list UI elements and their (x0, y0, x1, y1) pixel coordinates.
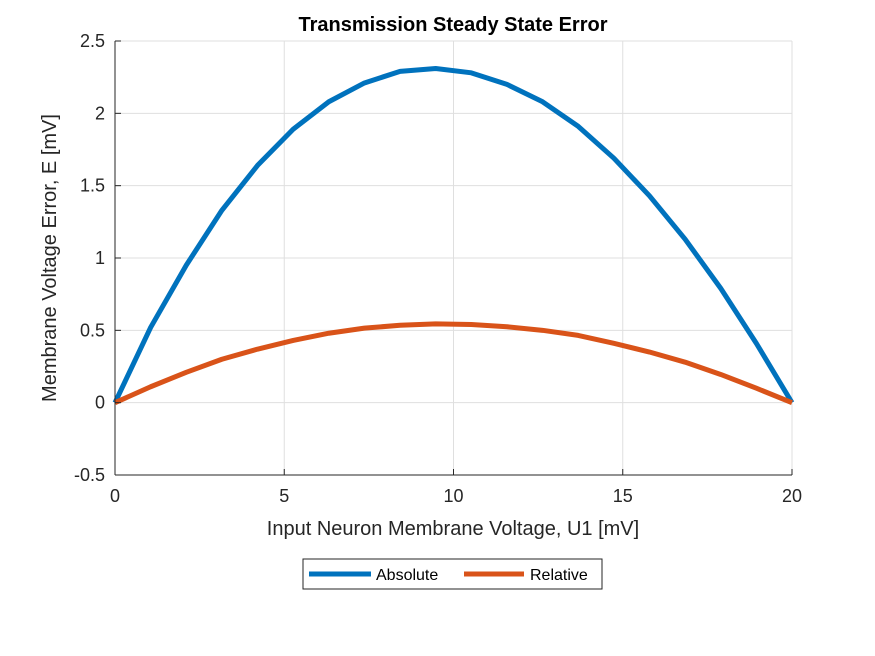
x-tick-label: 10 (443, 486, 463, 506)
legend: Absolute Relative (302, 558, 603, 590)
x-tick-label: 5 (279, 486, 289, 506)
y-tick-label: 2 (95, 103, 105, 123)
chart-title: Transmission Steady State Error (298, 14, 607, 36)
legend-label-relative: Relative (530, 567, 588, 584)
y-axis-label: Membrane Voltage Error, E [mV] (39, 114, 61, 402)
series-line-absolute (112, 65, 795, 404)
y-tick-labels: -0.5 0 0.5 1 1.5 2 2.5 (74, 31, 105, 485)
y-tick-label: 0 (95, 393, 105, 413)
series-line-relative (113, 321, 793, 405)
x-tick-label: 0 (110, 486, 120, 506)
y-tick-label: 0.5 (80, 320, 105, 340)
y-tick-label: 1 (95, 248, 105, 268)
x-axis-label: Input Neuron Membrane Voltage, U1 [mV] (267, 518, 639, 540)
y-tick-label: 2.5 (80, 31, 105, 51)
legend-label-absolute: Absolute (376, 567, 438, 584)
series-lines (112, 65, 795, 405)
x-tick-labels: 0 5 10 15 20 (110, 486, 802, 506)
axes (114, 40, 793, 476)
y-tick-label: 1.5 (80, 176, 105, 196)
y-tick-label: -0.5 (74, 465, 105, 485)
x-tick-label: 20 (782, 486, 802, 506)
x-tick-label: 15 (613, 486, 633, 506)
